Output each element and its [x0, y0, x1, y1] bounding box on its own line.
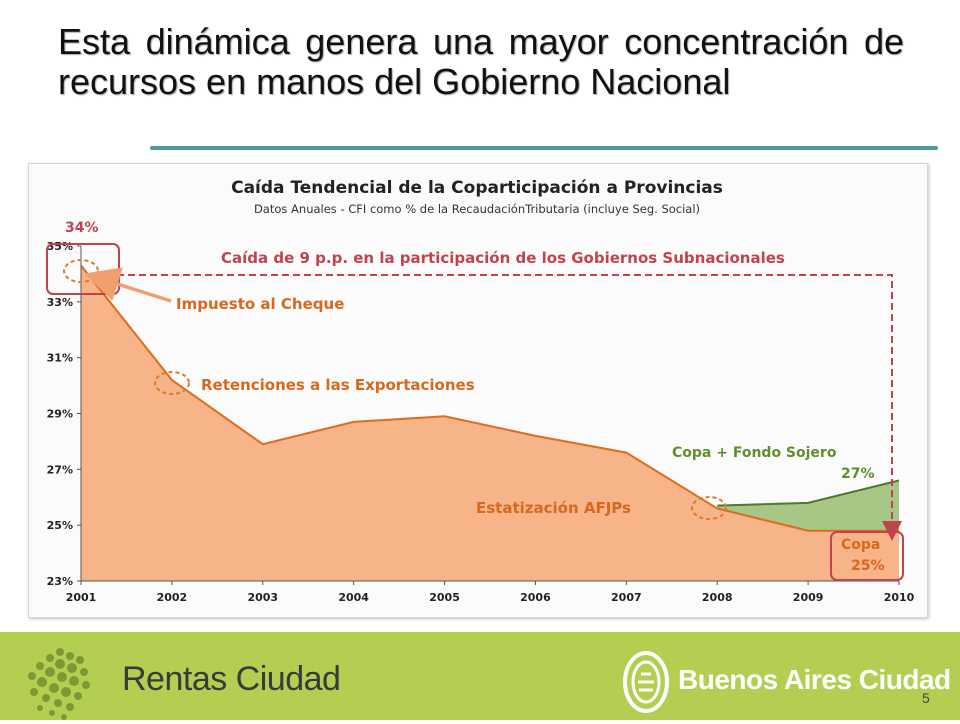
- chart-subtitle: Datos Anuales - CFI como % de la Recauda…: [254, 202, 700, 216]
- x-tick-label: 2006: [520, 591, 551, 604]
- copa-value: 25%: [851, 558, 885, 574]
- buenos-aires-shield-icon: [623, 651, 669, 713]
- y-tick-label: 29%: [47, 408, 73, 421]
- y-tick-label: 25%: [47, 519, 73, 532]
- x-tick-label: 2005: [429, 591, 460, 604]
- afjp-label: Estatización AFJPs: [476, 499, 631, 517]
- footer-left-brand: Rentas Ciudad: [122, 660, 341, 698]
- y-tick-label: 33%: [47, 296, 73, 309]
- rentas-ciudad-logo-icon: [28, 648, 90, 720]
- copa-line: [80, 264, 899, 532]
- x-tick-label: 2009: [793, 591, 824, 604]
- chart-svg: Caída Tendencial de la Coparticipación a…: [46, 178, 915, 604]
- footer-bar: [0, 632, 960, 720]
- footer-right-brand: Buenos Aires Ciudad: [678, 664, 951, 695]
- copa-highlight-box: [830, 531, 904, 581]
- chart-panel: Caída Tendencial de la Coparticipación a…: [28, 163, 928, 618]
- x-tick-label: 2004: [338, 591, 369, 604]
- sojero-area: [717, 480, 899, 531]
- x-tick-label: 2008: [702, 591, 733, 604]
- title-underline: [150, 146, 938, 150]
- cheque-arrow: [84, 267, 172, 303]
- copa-label: Copa: [841, 537, 880, 553]
- page-number: 5: [922, 690, 930, 706]
- y-tick-label: 23%: [47, 575, 73, 588]
- slide-title: Esta dinámica genera una mayor concentra…: [58, 21, 904, 102]
- sojero-line: [717, 479, 900, 507]
- sojero-label: Copa + Fondo Sojero: [672, 445, 837, 461]
- x-tick-label: 2007: [611, 591, 642, 604]
- cheque-label: Impuesto al Cheque: [176, 295, 344, 313]
- y-tick-label: 35%: [47, 240, 73, 253]
- sojero-value: 27%: [841, 466, 875, 482]
- start-value-label: 34%: [65, 220, 99, 236]
- drop-arrow: [117, 274, 902, 541]
- chart-title: Caída Tendencial de la Coparticipación a…: [231, 178, 723, 198]
- x-tick-label: 2003: [247, 591, 278, 604]
- x-tick-label: 2002: [157, 591, 188, 604]
- drop-annotation: Caída de 9 p.p. en la participación de l…: [221, 249, 785, 267]
- x-tick-label: 2001: [66, 591, 97, 604]
- y-tick-label: 31%: [47, 352, 73, 365]
- afjp-marker: [691, 496, 727, 520]
- retenciones-label: Retenciones a las Exportaciones: [201, 376, 475, 394]
- x-tick-label: 2010: [884, 591, 915, 604]
- y-tick-label: 27%: [47, 463, 73, 476]
- retenciones-marker: [154, 371, 190, 395]
